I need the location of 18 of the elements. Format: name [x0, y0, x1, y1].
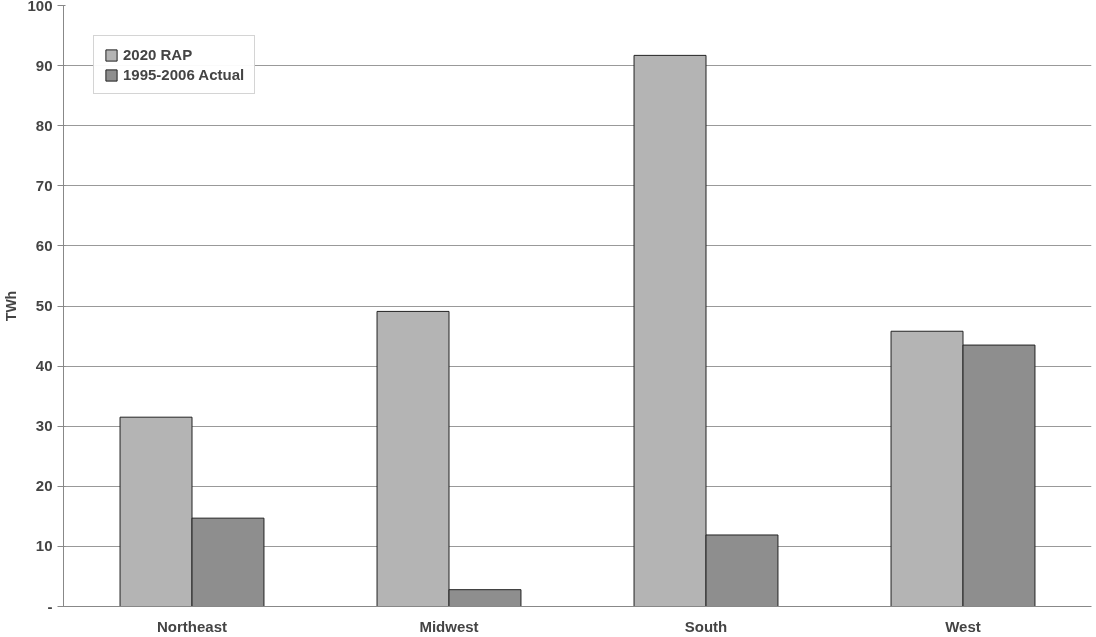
y-tick-label: 60	[35, 236, 53, 254]
y-tick-label: 10	[35, 537, 53, 555]
x-tick-label: South	[684, 617, 728, 635]
y-tick-label: 40	[35, 357, 53, 375]
y-tick-label: 90	[35, 56, 53, 74]
legend-label: 1995-2006 Actual	[123, 66, 245, 83]
y-tick-label: 80	[35, 116, 53, 134]
legend-label: 2020 RAP	[123, 46, 193, 63]
y-tick-label: 100	[27, 0, 53, 14]
x-tick-label: West	[945, 617, 981, 635]
y-tick-label: 50	[35, 297, 53, 314]
y-axis-title: TWh	[3, 290, 20, 322]
y-tick-label: 30	[35, 417, 53, 435]
x-tick-label: Northeast	[156, 617, 228, 635]
y-tick-label: 70	[35, 176, 53, 194]
x-tick-label: Midwest	[419, 617, 479, 635]
y-tick-label: 20	[35, 477, 53, 495]
y-tick-label: -	[47, 597, 53, 615]
